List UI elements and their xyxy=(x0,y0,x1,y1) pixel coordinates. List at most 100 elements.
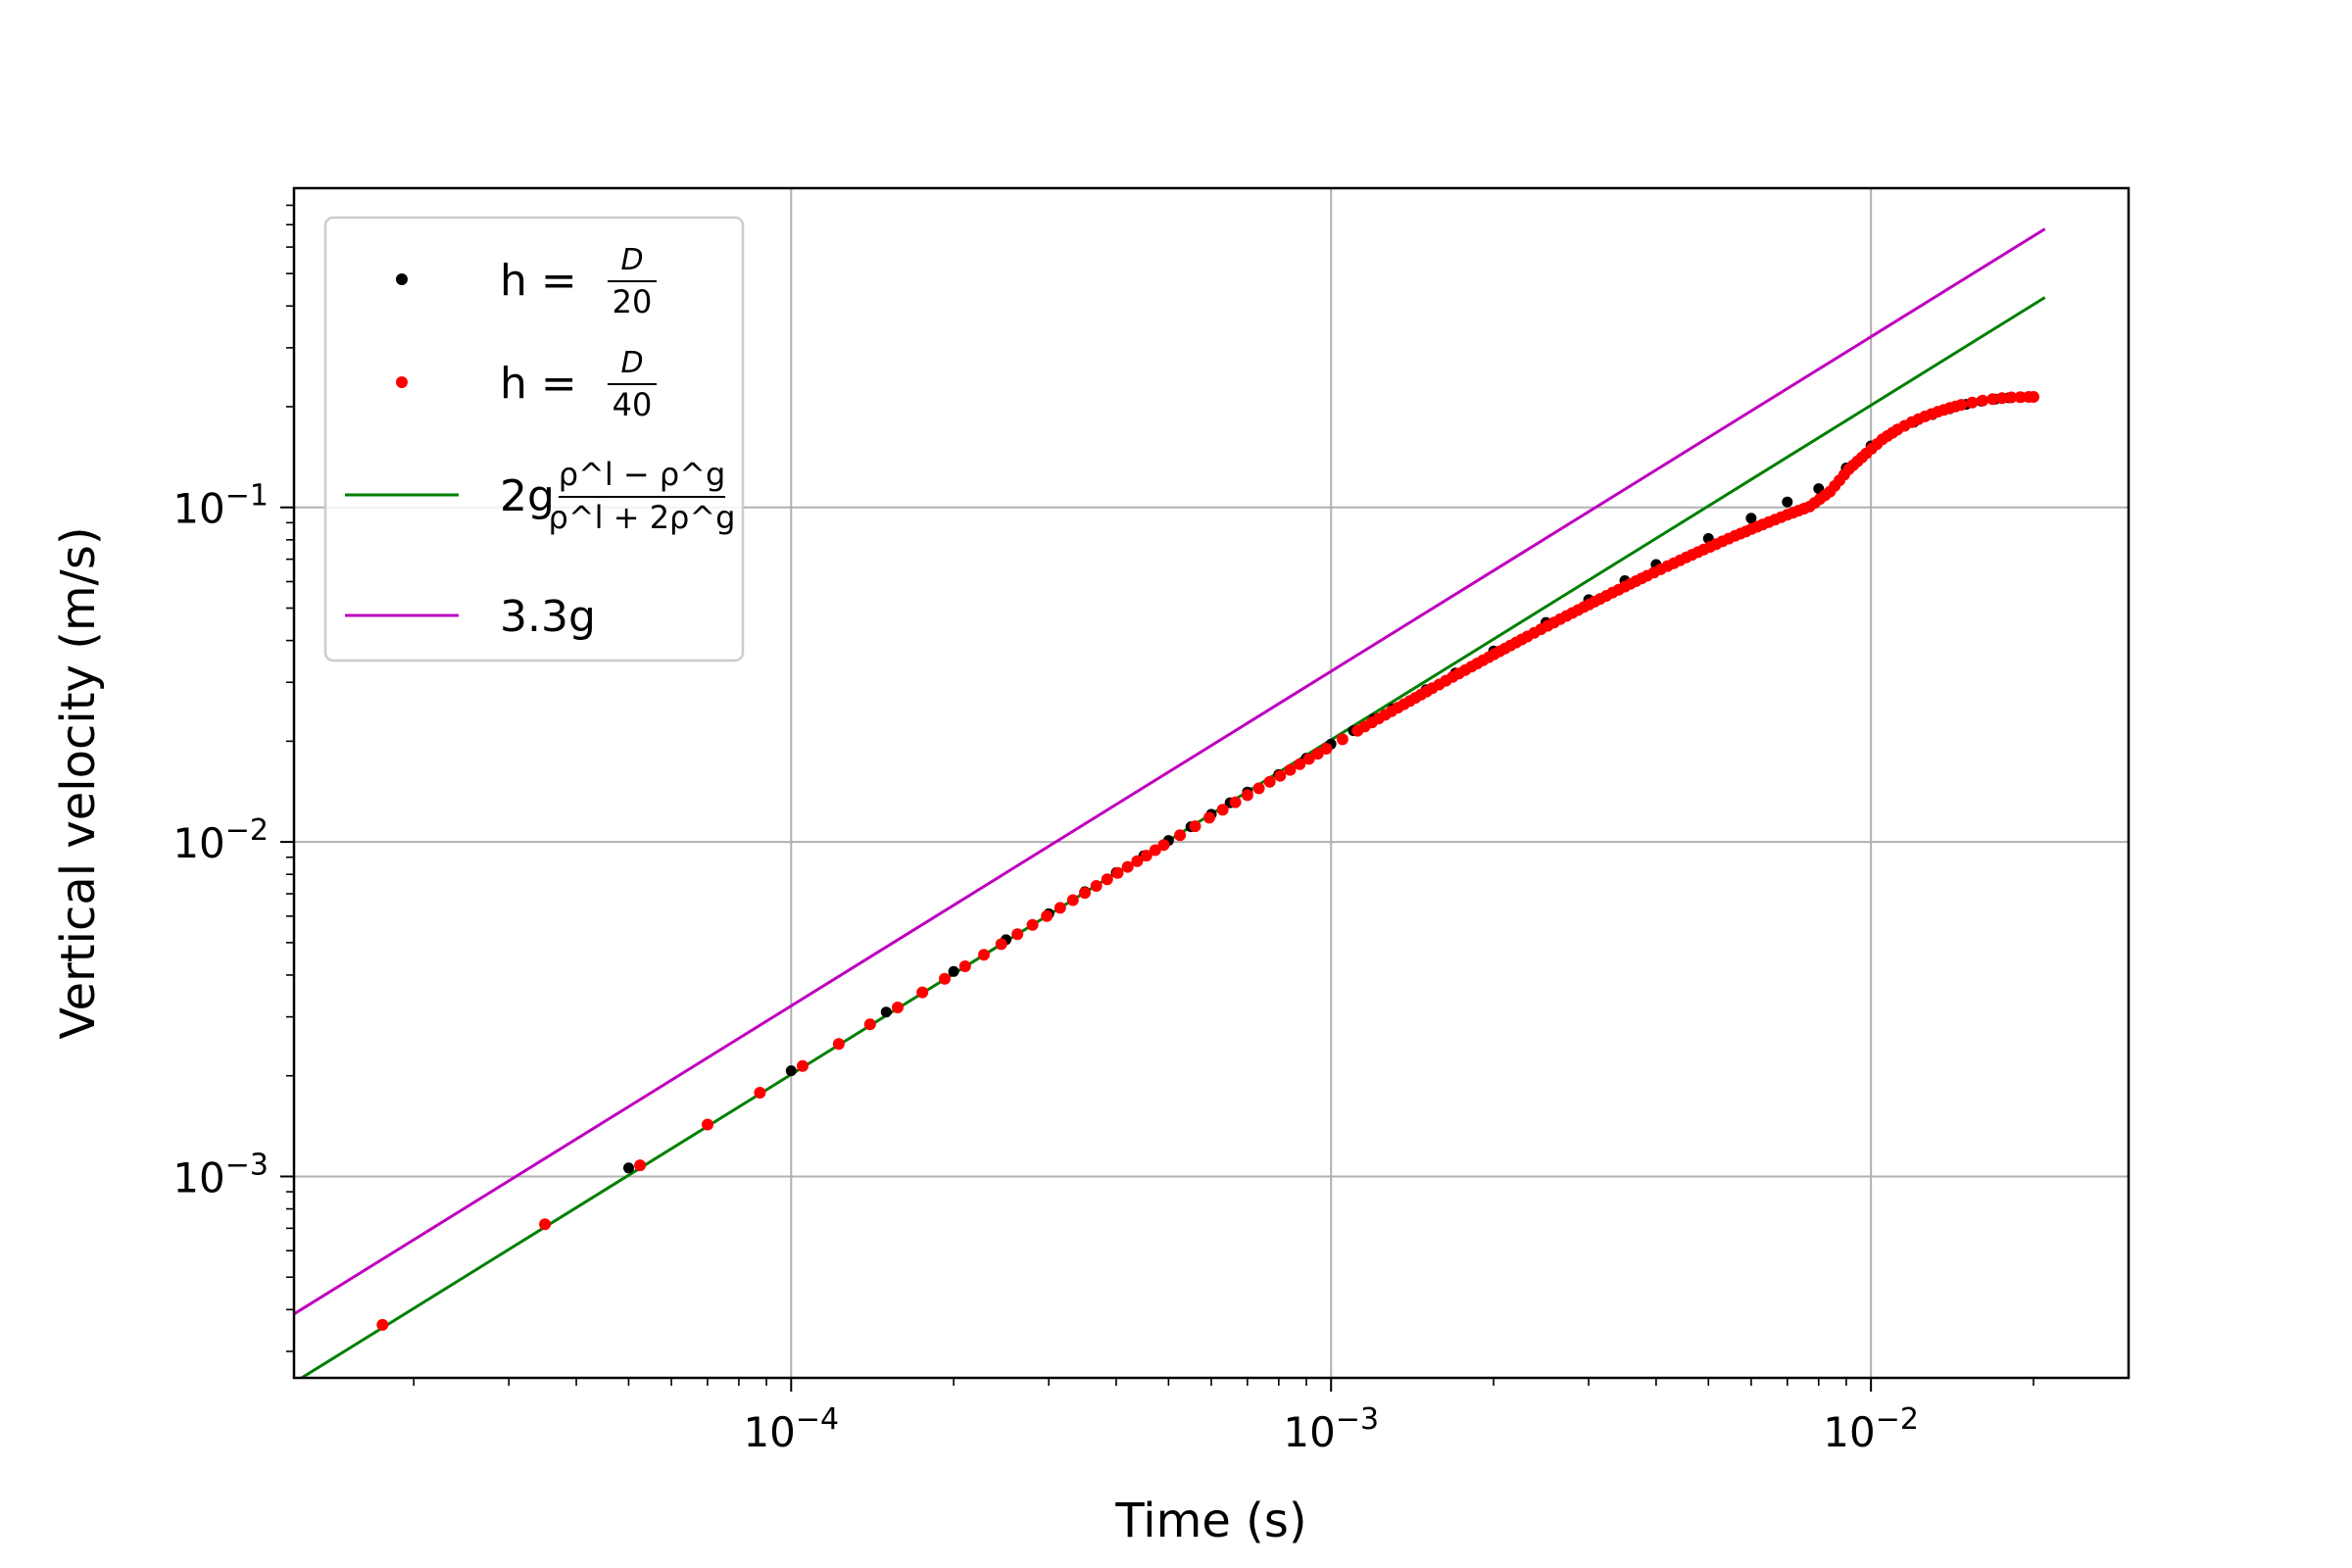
legend-fraction-denominator: ρ^l + 2ρ^g xyxy=(549,499,736,536)
legend-item: 3.3g xyxy=(345,592,596,642)
x-axis-label: Time (s) xyxy=(1114,1494,1306,1548)
data-point xyxy=(1572,604,1585,616)
data-point xyxy=(1121,860,1134,873)
data-point xyxy=(1041,909,1054,922)
data-point xyxy=(1912,413,1925,425)
data-point xyxy=(1274,769,1287,782)
data-point xyxy=(1949,400,1962,413)
data-point xyxy=(1066,894,1079,906)
data-point xyxy=(1203,811,1215,824)
data-point xyxy=(1311,748,1324,760)
minor-ticks xyxy=(286,204,2034,1386)
data-point xyxy=(1101,873,1113,886)
data-point xyxy=(1386,705,1397,717)
data-point xyxy=(1819,489,1832,502)
data-point xyxy=(1252,782,1265,795)
data-point xyxy=(1589,595,1601,608)
plot-area xyxy=(294,227,2046,1378)
y-axis-label: Vertical velocity (m/s) xyxy=(51,526,106,1039)
data-point xyxy=(1925,408,1937,420)
data-point xyxy=(1111,866,1124,879)
legend-fraction-denominator: 40 xyxy=(612,386,653,423)
data-point xyxy=(1131,855,1144,867)
legend-label: h = xyxy=(500,359,577,409)
data-point xyxy=(1149,844,1161,857)
data-point xyxy=(916,986,929,999)
data-point xyxy=(754,1087,766,1099)
data-point xyxy=(1838,468,1850,481)
data-point xyxy=(1011,928,1024,941)
data-point xyxy=(1229,796,1242,808)
data-point xyxy=(1026,918,1039,931)
data-point xyxy=(2005,391,2018,404)
data-point xyxy=(1977,394,1989,407)
data-point xyxy=(1898,419,1911,432)
legend-label: 3.3g xyxy=(500,592,596,642)
data-point xyxy=(1775,511,1788,523)
tick-labels: 10−4 10−3 10−2 10−3 10−2 10−1 xyxy=(172,479,1919,1456)
data-point xyxy=(1174,829,1187,842)
data-point xyxy=(1674,554,1687,566)
legend-item: h = D 20 xyxy=(396,243,657,320)
y-tick-label: 10−1 xyxy=(172,479,269,533)
legend-item: 2g ρ^l − ρ^g ρ^l + 2ρ^g xyxy=(345,456,735,536)
data-point xyxy=(1054,902,1066,914)
data-point xyxy=(1515,633,1528,646)
x-tick-label: 10−2 xyxy=(1823,1402,1919,1456)
data-point xyxy=(1636,572,1648,585)
data-point xyxy=(1986,393,1999,406)
data-point xyxy=(1372,712,1385,725)
axes-frame xyxy=(292,186,2131,1380)
legend-fraction-denominator: 20 xyxy=(612,283,653,320)
data-point xyxy=(1189,820,1201,833)
legend-label: 2g xyxy=(500,471,555,521)
data-point xyxy=(1157,839,1170,852)
data-point xyxy=(1745,513,1757,524)
data-point xyxy=(1871,438,1884,451)
data-point xyxy=(978,949,990,961)
data-point xyxy=(1477,654,1490,666)
data-point xyxy=(1723,532,1735,545)
data-point xyxy=(1140,850,1152,862)
legend-fraction-numerator: D xyxy=(620,243,643,277)
data-point xyxy=(1886,426,1899,439)
data-point xyxy=(1420,685,1433,698)
major-ticks xyxy=(280,506,1873,1392)
series-line-3 xyxy=(294,227,2046,1316)
data-point xyxy=(1397,698,1410,710)
data-point xyxy=(880,1006,892,1018)
data-point xyxy=(995,938,1007,951)
data-point xyxy=(702,1118,713,1131)
data-point xyxy=(1263,775,1276,788)
data-point xyxy=(797,1059,808,1072)
data-point xyxy=(634,1159,647,1172)
data-point xyxy=(1241,789,1253,802)
data-point xyxy=(948,965,959,977)
data-point xyxy=(1691,546,1704,559)
data-point xyxy=(1535,623,1547,636)
data-point xyxy=(1459,663,1472,676)
data-point xyxy=(1079,887,1091,900)
data-point xyxy=(1782,496,1793,508)
data-point xyxy=(1996,392,2008,405)
data-point xyxy=(1937,404,1950,416)
data-point xyxy=(1855,451,1868,464)
data-point xyxy=(2028,391,2039,403)
data-point xyxy=(1358,720,1371,733)
y-tick-label: 10−2 xyxy=(172,813,269,867)
data-point xyxy=(1320,743,1333,755)
data-point xyxy=(1284,763,1297,776)
data-point xyxy=(1612,583,1625,596)
data-point xyxy=(1494,645,1506,658)
x-tick-label: 10−3 xyxy=(1283,1402,1379,1456)
legend-item: h = D 40 xyxy=(396,346,657,423)
y-tick-label: 10−3 xyxy=(172,1148,269,1201)
x-tick-label: 10−4 xyxy=(743,1402,839,1456)
data-point xyxy=(958,960,971,972)
data-point xyxy=(1751,520,1763,533)
data-point xyxy=(1797,503,1810,514)
data-point xyxy=(1336,733,1348,746)
legend-label: h = xyxy=(500,256,577,306)
data-point xyxy=(1554,612,1567,625)
